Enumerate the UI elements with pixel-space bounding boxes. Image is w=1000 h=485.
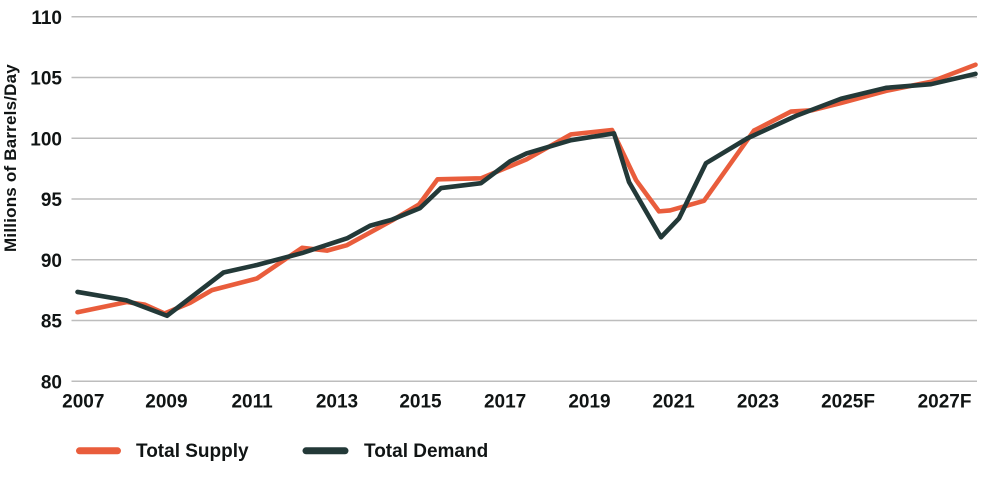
svg-text:85: 85 [41,312,63,333]
svg-text:100: 100 [30,129,62,150]
svg-text:2023: 2023 [737,392,779,413]
svg-text:Total Supply: Total Supply [136,441,249,462]
svg-text:2019: 2019 [568,392,610,413]
svg-text:80: 80 [41,372,62,393]
svg-text:Total Demand: Total Demand [364,441,488,462]
svg-text:2025F: 2025F [821,392,875,413]
svg-text:105: 105 [30,69,62,90]
svg-text:2021: 2021 [652,392,695,413]
svg-text:2009: 2009 [145,392,187,413]
svg-text:2007: 2007 [62,392,104,413]
svg-text:2027F: 2027F [918,392,972,413]
svg-text:95: 95 [41,190,63,211]
svg-text:110: 110 [31,8,62,29]
svg-text:Millions of Barrels/Day: Millions of Barrels/Day [1,64,20,252]
svg-text:2017: 2017 [484,392,526,413]
svg-text:2011: 2011 [231,392,273,413]
svg-text:2013: 2013 [316,392,358,413]
svg-text:90: 90 [41,251,62,272]
svg-text:2015: 2015 [399,392,442,413]
